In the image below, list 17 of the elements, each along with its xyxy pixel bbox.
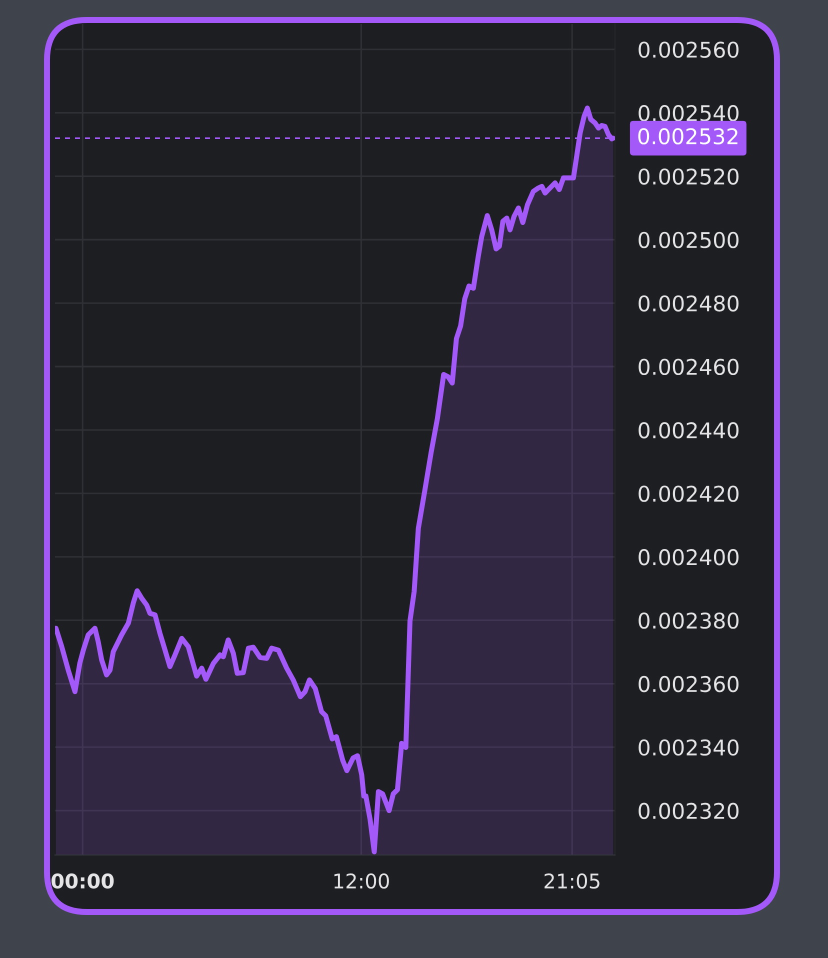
y-tick-label: 0.002400	[638, 549, 739, 566]
y-tick-label: 0.002320	[638, 802, 739, 820]
y-tick-label: 0.002520	[638, 168, 739, 185]
y-tick-label: 0.002500	[638, 232, 739, 248]
x-tick-label: 12:00	[334, 873, 389, 889]
x-tick-label: 00:00	[52, 873, 114, 889]
y-tick-label: 0.002460	[638, 358, 739, 376]
y-tick-label: 0.002540	[638, 105, 739, 122]
ref-line-label: 0.002532	[638, 128, 738, 144]
x-tick-label: 21:05	[544, 873, 600, 889]
y-tick-label: 0.002440	[638, 422, 739, 438]
y-tick-label: 0.002480	[638, 295, 739, 312]
y-tick-label: 0.002560	[638, 42, 739, 58]
y-tick-label: 0.002380	[638, 612, 739, 629]
y-tick-label: 0.002360	[638, 676, 739, 692]
y-tick-label: 0.002420	[638, 486, 739, 502]
y-tick-label: 0.002340	[638, 739, 739, 756]
